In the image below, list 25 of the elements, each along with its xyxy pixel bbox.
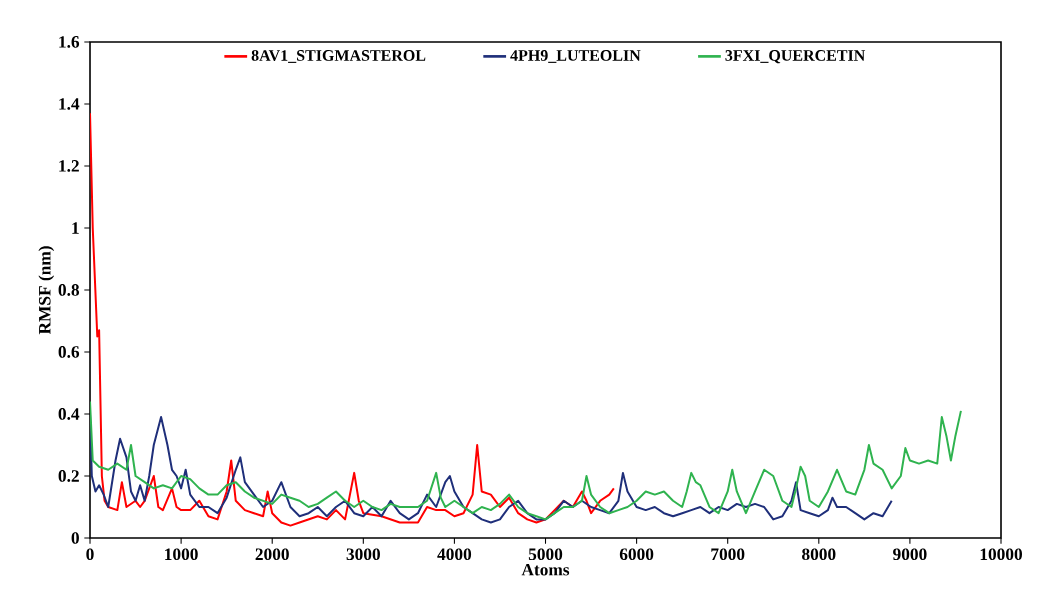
x-tick-label: 8000 [802,548,836,561]
y-tick-label: 1.4 [59,98,80,110]
y-tick-label: 1.2 [59,160,79,172]
x-tick-label: 9000 [893,548,927,561]
x-tick-label: 5000 [528,548,563,561]
y-tick-label: 0.4 [58,408,80,420]
x-tick-label: 1000 [165,548,198,561]
legend-label: 8AV1_STIGMASTEROL [251,50,426,63]
x-tick-label: 10000 [980,548,1023,561]
y-tick-label: 0 [71,532,79,544]
x-tick-label: 6000 [619,548,654,561]
x-tick-label: 2000 [255,548,289,561]
y-tick-label: 1.6 [59,36,80,48]
y-tick-label: 0.2 [58,470,79,482]
y-tick-label: 0.8 [58,284,80,296]
x-tick-label: 4000 [437,548,472,561]
x-tick-label: 3000 [346,548,380,561]
legend-label: 4PH9_LUTEOLIN [510,50,641,63]
y-tick-label: 1 [72,222,79,234]
y-axis-title: RMSF (nm) [38,246,55,335]
x-axis-title: Atoms [521,563,570,576]
x-tick-label: 0 [86,548,94,561]
legend-label: 3FXI_QUERCETIN [725,50,866,64]
x-tick-label: 7000 [711,548,745,561]
y-tick-label: 0.6 [58,346,80,358]
